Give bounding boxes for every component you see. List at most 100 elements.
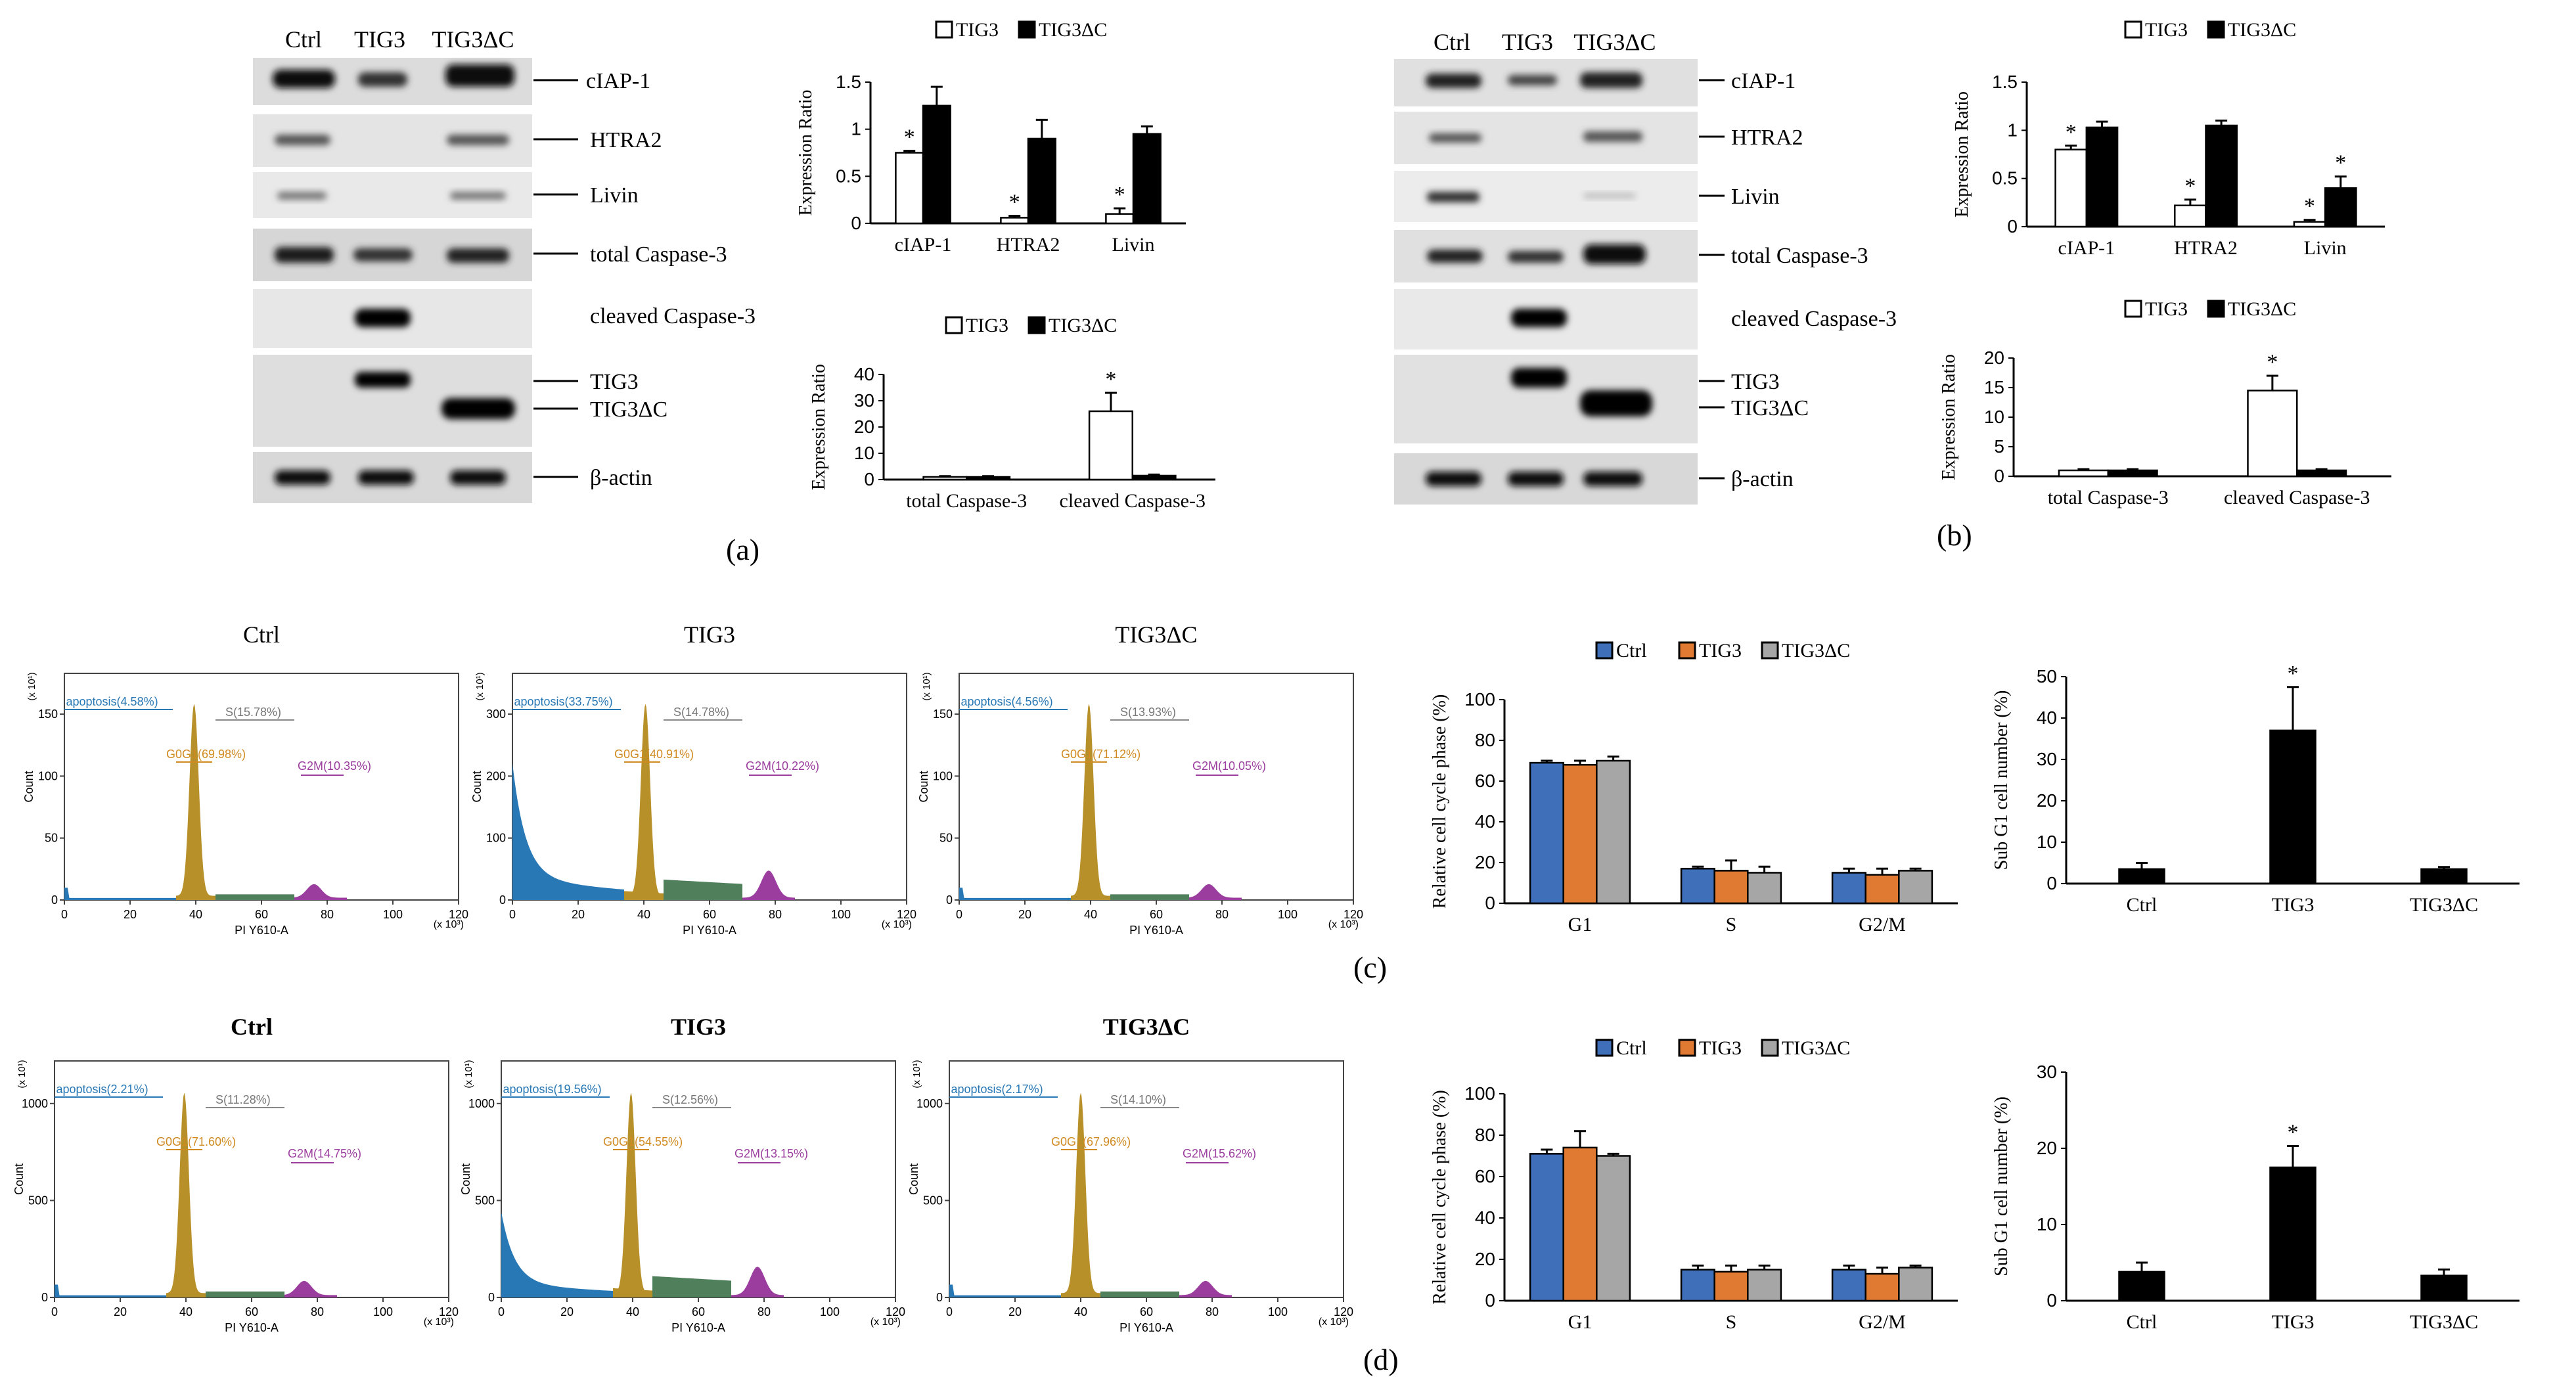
x-axis-label: PI Y610-A xyxy=(683,924,736,937)
bar xyxy=(2420,868,2468,885)
band xyxy=(275,470,330,485)
x-category-label: G1 xyxy=(1568,914,1593,935)
blot-label-tig3dc: TIG3ΔC xyxy=(590,397,667,422)
x-tick-label: 80 xyxy=(1215,908,1229,921)
y-tick-label: 1000 xyxy=(468,1097,495,1110)
y-axis-label: Count xyxy=(907,1163,920,1195)
x-axis-unit: (x 10³) xyxy=(870,1316,901,1328)
band xyxy=(1511,368,1567,388)
x-tick-label: 120 xyxy=(1344,908,1363,921)
x-axis-label: PI Y610-A xyxy=(235,924,288,937)
x-tick-label: 120 xyxy=(1334,1305,1353,1318)
x-category-label: total Caspase-3 xyxy=(906,490,1027,512)
lane-label-tig3: TIG3 xyxy=(354,26,405,53)
y-tick-label: 0 xyxy=(41,1291,48,1304)
blot-label-cleaved-casp3: cleaved Caspase-3 xyxy=(590,304,756,328)
g0g1-gate-label: G0G1(54.55%) xyxy=(603,1135,683,1148)
s-gate-label: S(12.56%) xyxy=(662,1093,718,1106)
band xyxy=(353,248,413,261)
legend-swatch xyxy=(1678,1039,1696,1057)
bar xyxy=(2296,469,2347,478)
histogram-title: Ctrl xyxy=(243,621,280,648)
g2m-gate-label: G2M(10.22%) xyxy=(746,759,819,773)
y-tick-label: 30 xyxy=(2037,749,2057,769)
bar xyxy=(2420,1274,2468,1302)
y-tick-label: 0 xyxy=(2007,216,2018,236)
x-tick-label: 40 xyxy=(189,908,202,921)
y-tick-label: 20 xyxy=(2037,790,2057,811)
y-tick-label: 60 xyxy=(1475,1166,1495,1186)
significance-marker: * xyxy=(1105,367,1116,392)
bar xyxy=(1680,1269,1715,1302)
y-tick-label: 0 xyxy=(488,1291,495,1304)
legend-swatch xyxy=(1595,641,1614,660)
bar xyxy=(1831,872,1866,905)
x-category-label: TIG3 xyxy=(2272,894,2315,916)
histogram-title: TIG3 xyxy=(684,621,735,648)
y-axis-unit: (x 10¹) xyxy=(26,672,37,700)
x-axis-label: PI Y610-A xyxy=(225,1321,279,1334)
panel-letter-a: (a) xyxy=(726,533,759,566)
legend-label: TIG3ΔC xyxy=(1782,640,1850,662)
x-category-label: S xyxy=(1726,914,1737,935)
y-tick-label: 500 xyxy=(28,1194,48,1207)
significance-marker: * xyxy=(2184,174,2196,198)
legend-label: TIG3ΔC xyxy=(1039,19,1107,41)
histogram-title: TIG3ΔC xyxy=(1115,621,1197,648)
s-phase-fill xyxy=(215,894,294,900)
y-tick-label: 150 xyxy=(933,708,953,721)
bar xyxy=(2085,126,2119,228)
x-tick-label: 100 xyxy=(1268,1305,1288,1318)
legend-swatch xyxy=(1028,316,1046,334)
panel-letter-b: (b) xyxy=(1937,518,1972,552)
y-axis-unit: (x 10¹) xyxy=(463,1060,474,1088)
x-category-label: cIAP-1 xyxy=(2058,237,2115,259)
blot-label-tig3dc: TIG3ΔC xyxy=(1731,396,1809,420)
blot-label-actin: β-actin xyxy=(590,466,652,490)
legend-label: Ctrl xyxy=(1616,1037,1647,1059)
y-tick-label: 40 xyxy=(1475,1207,1495,1228)
y-tick-label: 10 xyxy=(2037,832,2057,852)
bar xyxy=(1027,137,1056,225)
significance-marker: * xyxy=(2066,120,2077,145)
x-tick-label: 40 xyxy=(179,1305,192,1318)
band xyxy=(441,398,515,419)
legend-swatch xyxy=(2124,20,2142,39)
y-axis-label: Relative cell cycle phase (%) xyxy=(1430,1090,1450,1305)
g2m-peak xyxy=(284,1280,337,1297)
x-tick-label: 60 xyxy=(1140,1305,1153,1318)
g0g1-peak xyxy=(176,704,215,900)
y-tick-label: 200 xyxy=(486,769,506,782)
y-axis-label: Expression Ratio xyxy=(796,89,816,215)
bar-chart-b-casp: TIG3 TIG3ΔC 0 5 10 15 20 Expression Ratio total … xyxy=(1939,298,2391,508)
x-tick-label: 120 xyxy=(449,908,468,921)
bar xyxy=(2174,204,2207,228)
lane-label-tig3dc: TIG3ΔC xyxy=(1573,29,1656,55)
band xyxy=(358,72,407,87)
blot-label-ciap1: cIAP-1 xyxy=(1731,69,1796,93)
s-gate-label: S(15.78%) xyxy=(225,706,281,719)
band xyxy=(1429,133,1481,143)
y-axis-label: Expression Ratio xyxy=(809,364,829,490)
g2m-peak xyxy=(731,1267,784,1297)
x-tick-label: 20 xyxy=(124,908,137,921)
legend-label: TIG3 xyxy=(2145,298,2188,320)
g0g1-gate-label: G0G1(69.98%) xyxy=(166,748,246,761)
band xyxy=(275,247,334,263)
band xyxy=(1580,72,1642,88)
band xyxy=(1427,250,1483,263)
bar xyxy=(1596,759,1631,905)
histogram-title: TIG3ΔC xyxy=(1103,1014,1190,1040)
y-tick-label: 20 xyxy=(1475,1249,1495,1269)
legend-swatch xyxy=(2124,300,2142,318)
x-tick-label: 40 xyxy=(626,1305,639,1318)
bar xyxy=(2058,469,2109,478)
bar xyxy=(1562,763,1598,905)
s-gate-label: S(11.28%) xyxy=(215,1093,271,1106)
bar xyxy=(1000,217,1029,225)
apoptosis-gate-label: apoptosis(4.58%) xyxy=(66,695,158,708)
western-blot-a: Ctrl TIG3 TIG3ΔC cIAP-1 HTRA xyxy=(253,26,759,566)
x-axis-unit: (x 10³) xyxy=(434,919,464,930)
band xyxy=(1583,193,1636,198)
